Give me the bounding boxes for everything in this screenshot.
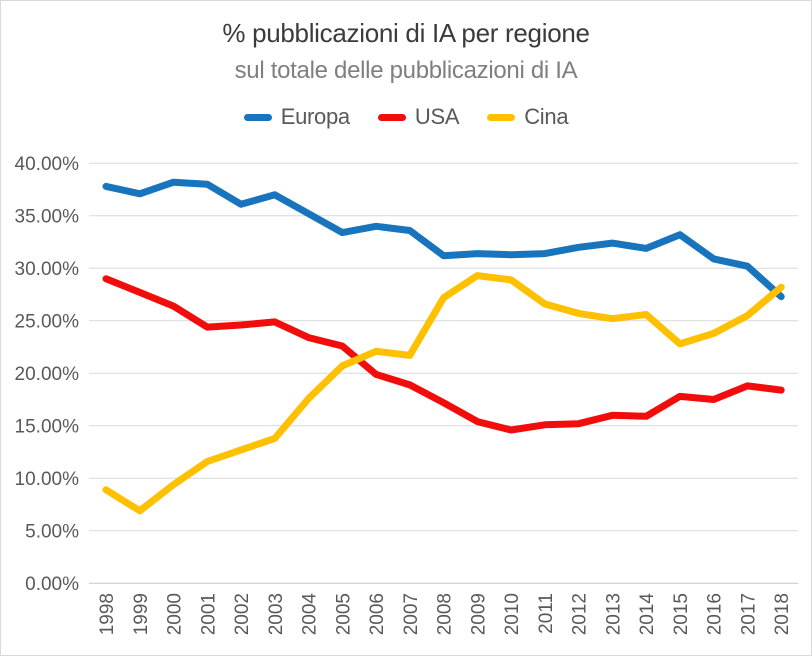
series-line-europa [102, 178, 785, 301]
legend-swatch-europa [243, 113, 272, 121]
x-axis-tick-label: 2014 [637, 593, 658, 636]
y-axis-tick-label: 20.00% [15, 364, 80, 385]
y-axis-tick-label: 0.00% [25, 574, 79, 595]
x-axis-tick-label: 2001 [198, 593, 219, 635]
x-axis-tick-label: 2008 [435, 593, 456, 635]
y-axis-tick-label: 5.00% [25, 521, 79, 542]
legend-item-cina: Cina [487, 104, 569, 130]
x-axis-tick-label: 2010 [502, 593, 523, 635]
legend-swatch-usa [377, 113, 406, 121]
x-axis-tick-label: 1998 [97, 593, 118, 635]
y-axis-tick-label: 25.00% [15, 311, 80, 332]
x-axis-tick-label: 2015 [671, 593, 692, 635]
x-axis-tick-label: 2003 [266, 593, 287, 635]
x-axis-tick-label: 2005 [333, 593, 354, 635]
x-axis-tick-label: 2018 [772, 593, 793, 635]
y-axis-tick-label: 35.00% [15, 206, 80, 227]
legend-swatch-cina [487, 113, 516, 121]
chart-legend: Europa USA Cina [1, 104, 811, 130]
legend-item-europa: Europa [243, 104, 350, 130]
y-axis-tick-label: 10.00% [15, 469, 80, 490]
legend-label-usa: USA [414, 104, 460, 129]
x-axis-tick-label: 2012 [570, 593, 591, 635]
y-axis-tick-label: 30.00% [15, 259, 80, 280]
legend-label-cina: Cina [524, 104, 569, 129]
chart-subtitle: sul totale delle pubblicazioni di IA [234, 57, 578, 84]
legend-label-europa: Europa [280, 104, 350, 129]
series-line-usa [102, 275, 785, 434]
x-axis-tick-label: 2007 [401, 593, 422, 635]
x-axis-tick-label: 2016 [705, 593, 726, 635]
x-axis-tick-label: 2011 [536, 593, 557, 634]
x-axis-tick-label: 2017 [738, 593, 759, 635]
y-axis-tick-label: 40.00% [15, 154, 80, 175]
y-axis-tick-label: 15.00% [15, 416, 80, 437]
x-axis-tick-label: 2002 [232, 593, 253, 635]
chart-title: % pubblicazioni di IA per regione [222, 18, 590, 48]
x-axis-tick-label: 2013 [603, 593, 624, 635]
series-line-cina [102, 272, 785, 515]
x-axis-tick-label: 2006 [367, 593, 388, 635]
x-axis-tick-label: 1999 [131, 593, 152, 635]
legend-item-usa: USA [377, 104, 460, 130]
x-axis-tick-label: 2000 [165, 593, 186, 635]
x-axis-tick-label: 2004 [300, 593, 321, 636]
x-axis-tick-label: 2009 [468, 593, 489, 635]
